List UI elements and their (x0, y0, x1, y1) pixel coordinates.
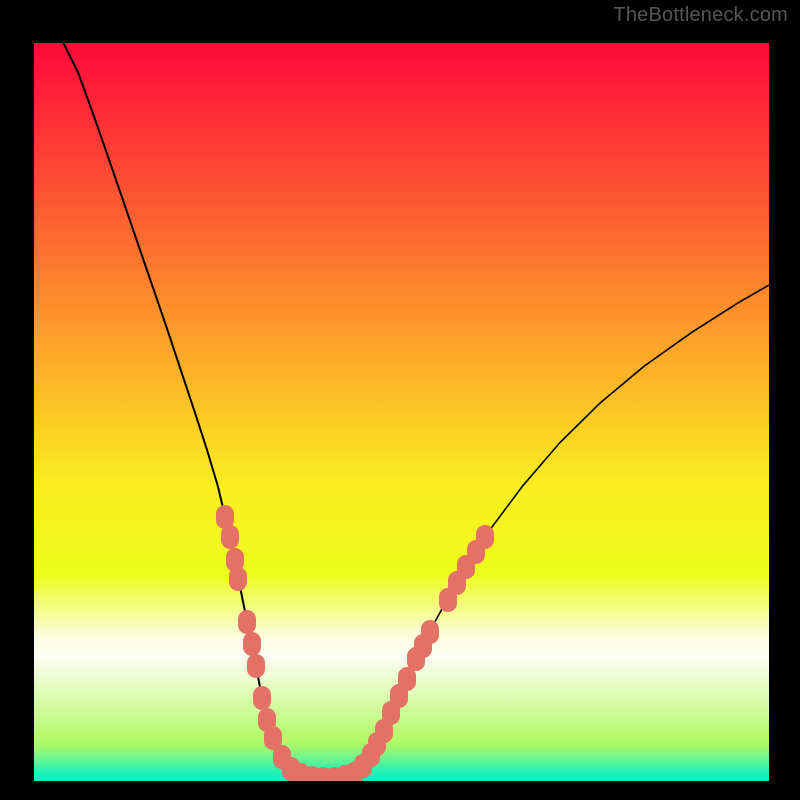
plot-area (34, 43, 769, 781)
data-point (243, 632, 261, 656)
data-point (253, 686, 271, 710)
data-point (229, 567, 247, 591)
data-point (421, 620, 439, 644)
data-point (476, 525, 494, 549)
data-points-layer (34, 43, 769, 781)
watermark-text: TheBottleneck.com (613, 4, 788, 27)
data-point (221, 525, 239, 549)
data-point (247, 654, 265, 678)
data-point (238, 610, 256, 634)
